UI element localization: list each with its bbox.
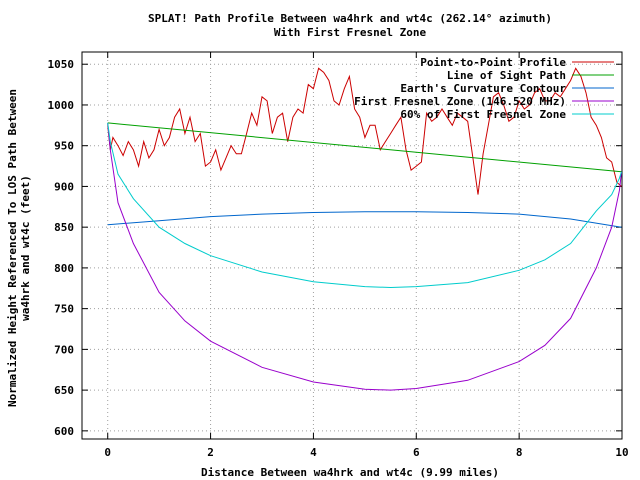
line-of-sight-line <box>107 122 622 173</box>
y-axis-label-line-2: wa4hrk and wt4c (feet) <box>19 175 32 321</box>
y-tick-label: 950 <box>54 140 74 153</box>
legend-label: Line of Sight Path <box>447 69 566 82</box>
x-tick-label: 8 <box>516 446 523 459</box>
plot-frame <box>81 51 623 440</box>
x-tick-label: 2 <box>207 446 214 459</box>
series-group <box>107 67 622 391</box>
y-axis-label: Normalized Height Referenced To LOS Path… <box>6 89 32 407</box>
y-tick-label: 700 <box>54 343 74 356</box>
x-axis-label: Distance Between wa4hrk and wt4c (9.99 m… <box>201 466 499 479</box>
y-tick-label: 650 <box>54 384 74 397</box>
chart-subtitle: With First Fresnel Zone <box>274 26 427 39</box>
x-tick-label: 0 <box>104 446 111 459</box>
legend-label: 60% of First Fresnel Zone <box>400 108 566 121</box>
legend-label: Earth's Curvature Contour <box>400 82 566 95</box>
y-tick-label: 600 <box>54 425 74 438</box>
fresnel-60-line <box>107 122 622 289</box>
chart-title: SPLAT! Path Profile Between wa4hrk and w… <box>148 12 552 25</box>
y-axis-label-line-1: Normalized Height Referenced To LOS Path… <box>6 89 19 407</box>
x-tick-label: 10 <box>615 446 628 459</box>
x-tick-label: 4 <box>310 446 317 459</box>
y-tick-label: 750 <box>54 303 74 316</box>
y-tick-label: 900 <box>54 180 74 193</box>
y-tick-label: 1050 <box>48 58 75 71</box>
y-tick-label: 1000 <box>48 99 75 112</box>
y-tick-label: 800 <box>54 262 74 275</box>
profile-line <box>107 67 622 195</box>
x-axis: 0 2 4 6 8 10 <box>104 52 629 459</box>
earth-curvature-line <box>107 211 622 228</box>
x-tick-label: 6 <box>413 446 420 459</box>
fresnel-zone-line <box>107 122 622 391</box>
legend-label: Point-to-Point Profile <box>420 56 566 69</box>
legend-label: First Fresnel Zone (146.520 MHz) <box>354 95 566 108</box>
y-tick-label: 850 <box>54 221 74 234</box>
